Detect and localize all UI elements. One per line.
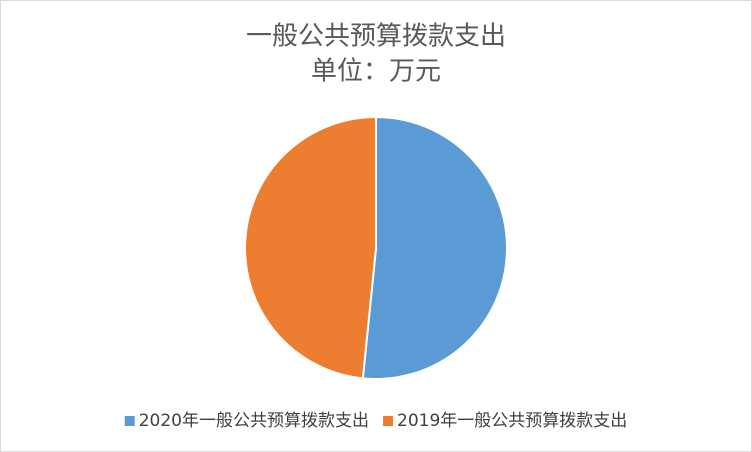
legend-label: 2020年一般公共预算拨款支出	[139, 411, 369, 431]
chart-title: 一般公共预算拨款支出	[246, 22, 506, 52]
legend-swatch	[383, 416, 393, 426]
pie-slice	[244, 115, 377, 380]
legend-label: 2019年一般公共预算拨款支出	[397, 411, 627, 431]
chart-subtitle: 单位：万元	[311, 57, 441, 87]
legend-swatch	[124, 416, 135, 426]
pie-slice	[361, 115, 508, 380]
